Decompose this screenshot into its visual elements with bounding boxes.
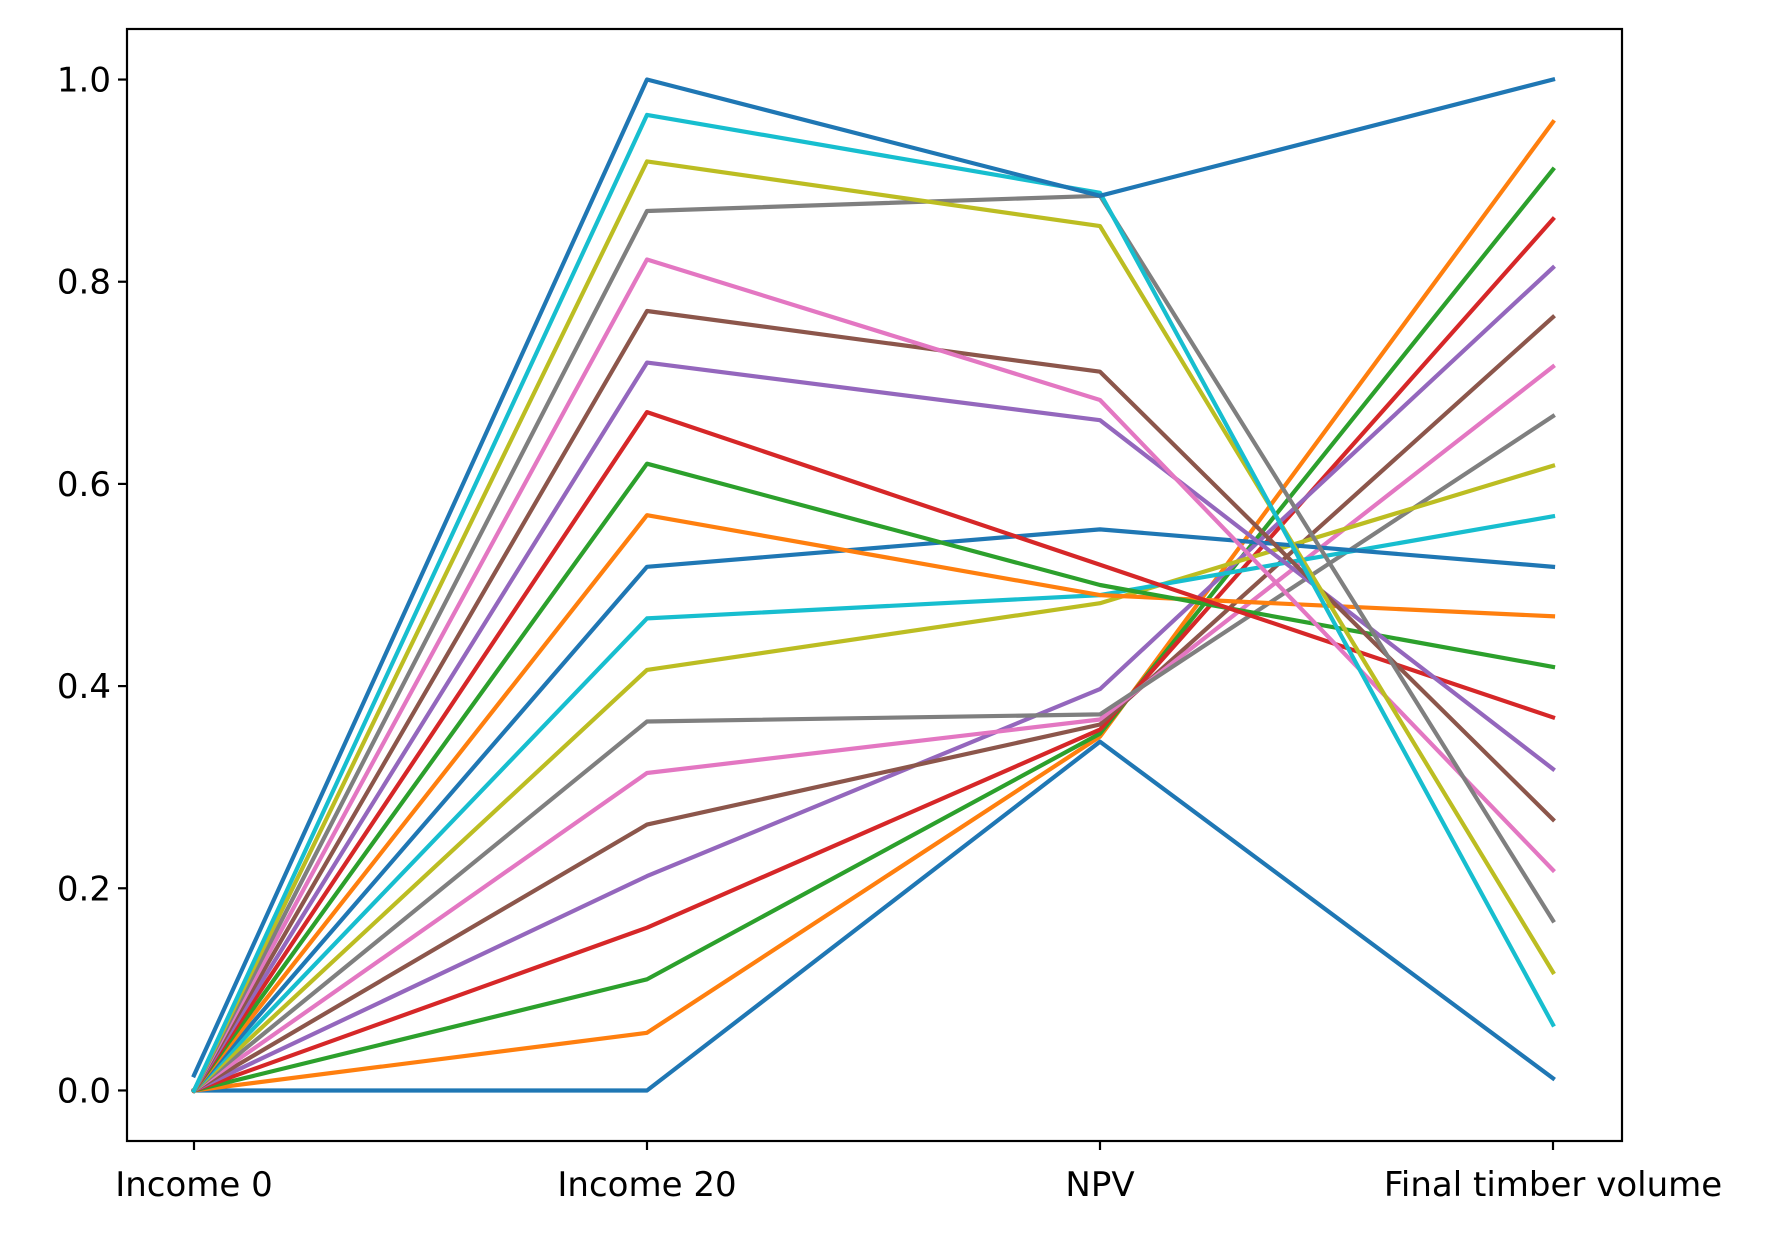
series-lines <box>191 76 1556 1094</box>
series-line-4 <box>191 216 1556 1094</box>
plot-frame <box>125 27 1624 1143</box>
x-tick-label: NPV <box>1065 1165 1134 1205</box>
y-tick-label: 0.6 <box>57 465 111 505</box>
y-tick-label: 0.2 <box>57 869 111 909</box>
x-tick-label: Final timber volume <box>1384 1165 1722 1205</box>
series-line-1 <box>191 739 1556 1093</box>
series-line-21 <box>191 76 1556 1079</box>
series-line-13 <box>191 461 1556 1094</box>
series-line-18 <box>191 193 1556 1094</box>
series-line-14 <box>191 410 1556 1094</box>
y-axis-ticks: 0.0 0.2 0.4 0.6 0.8 1.0 <box>57 61 127 1111</box>
series-line-20 <box>191 112 1556 1094</box>
x-tick-label: Income 20 <box>557 1165 736 1205</box>
series-line-11 <box>191 527 1556 1094</box>
series-line-7 <box>191 363 1556 1094</box>
x-axis-ticks: Income 0 Income 20 NPV Final timber volume <box>115 1141 1722 1205</box>
series-line-6 <box>191 314 1556 1094</box>
series-line-8 <box>191 413 1556 1094</box>
series-line-17 <box>191 257 1556 1094</box>
y-tick-label: 1.0 <box>57 61 111 101</box>
x-tick-label: Income 0 <box>115 1165 273 1205</box>
series-line-3 <box>191 166 1556 1094</box>
series-line-9 <box>191 463 1556 1094</box>
y-tick-label: 0.4 <box>57 667 111 707</box>
y-tick-label: 0.0 <box>57 1071 111 1111</box>
y-tick-label: 0.8 <box>57 263 111 303</box>
series-line-5 <box>191 264 1556 1094</box>
series-line-2 <box>191 119 1556 1093</box>
series-line-19 <box>191 159 1556 1094</box>
